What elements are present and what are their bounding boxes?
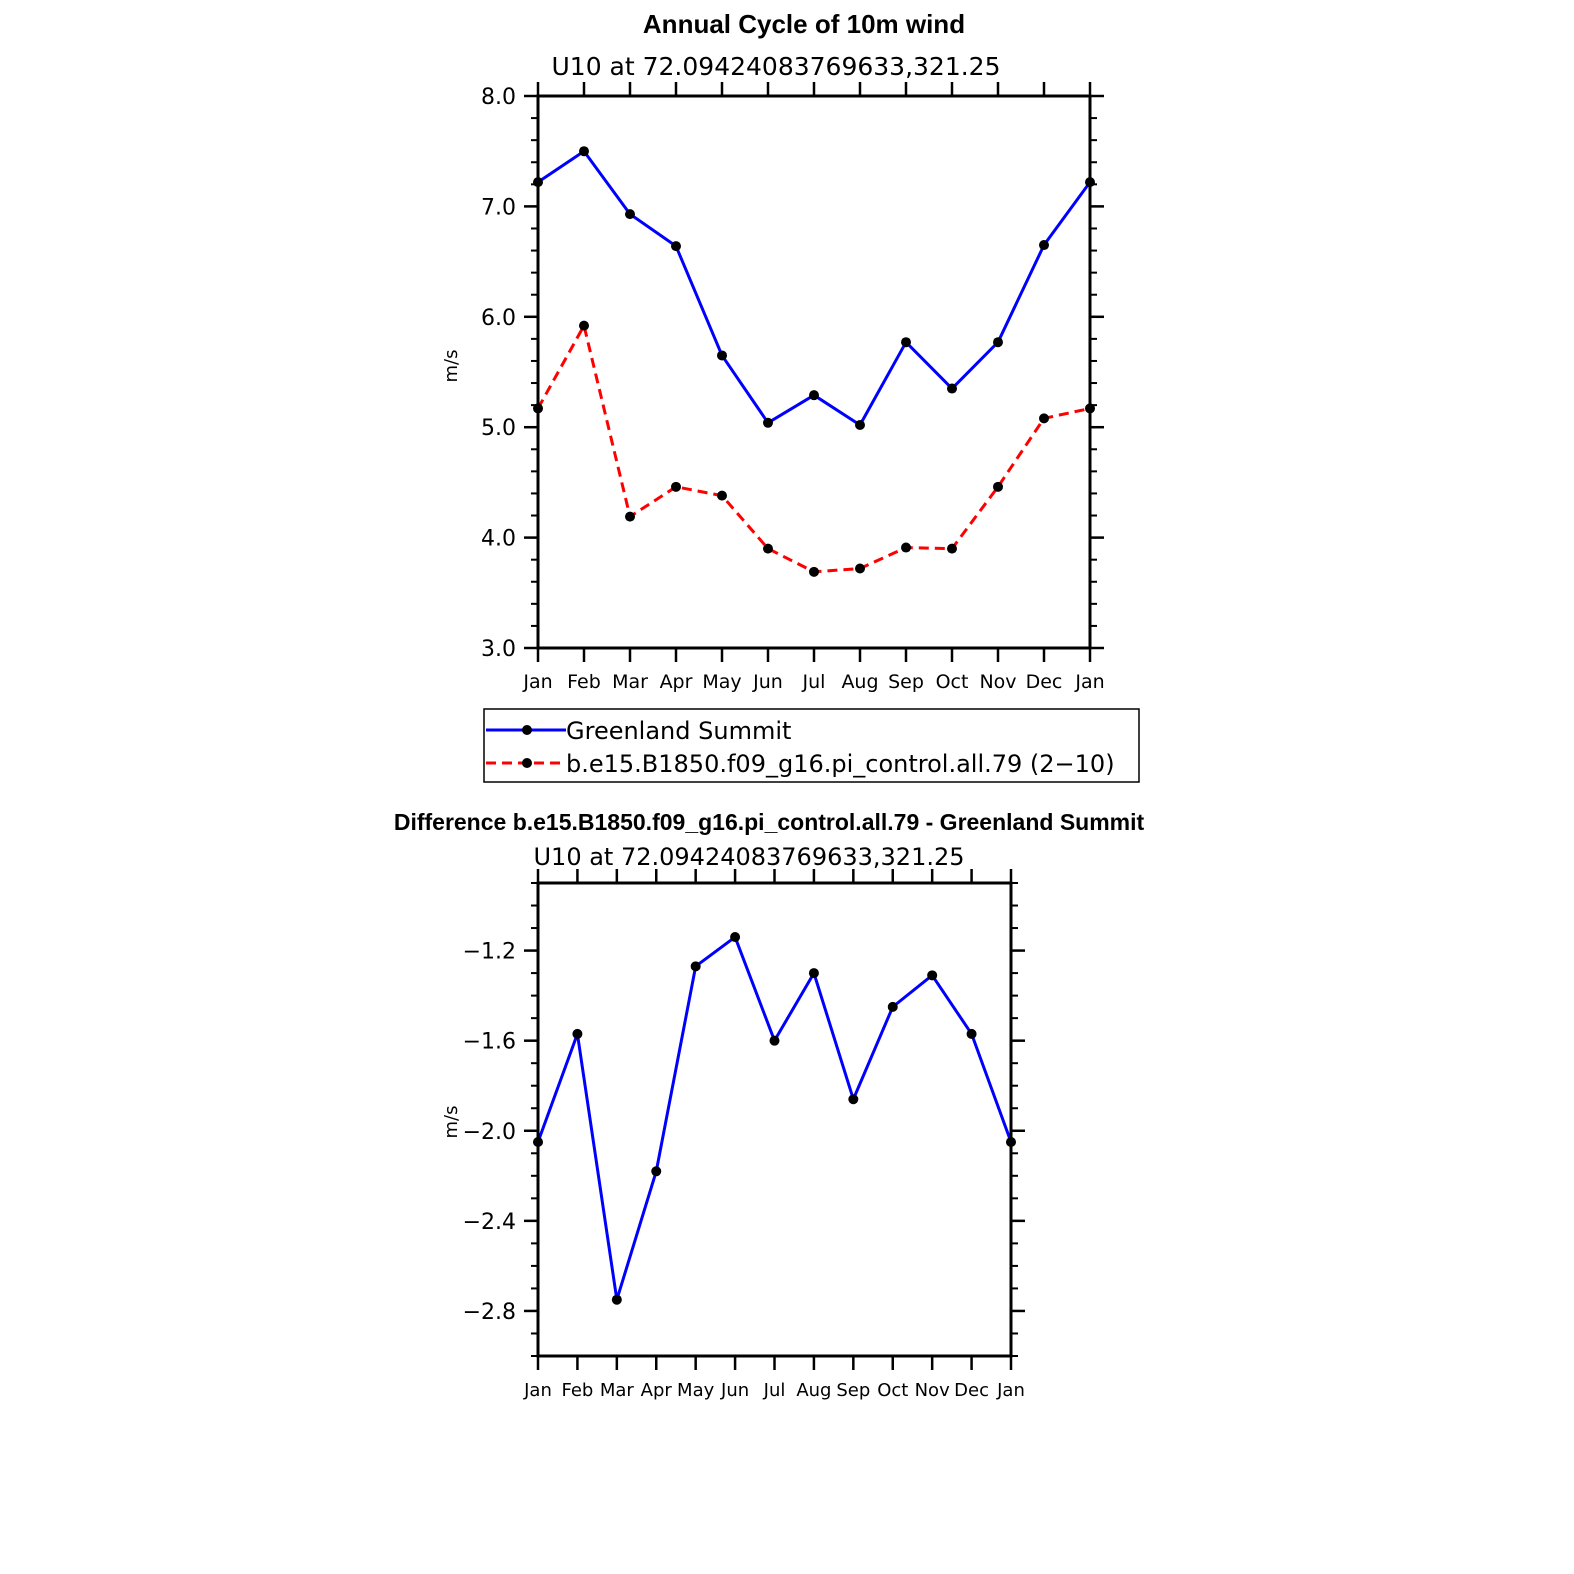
chart-subtitle: U10 at 72.09424083769633,321.25 <box>533 843 964 871</box>
data-point <box>625 209 635 220</box>
data-point <box>769 1035 780 1046</box>
data-point <box>1039 413 1049 424</box>
x-tick-label: Apr <box>660 671 693 693</box>
x-tick-label: Feb <box>561 1380 593 1401</box>
x-tick-label: Sep <box>836 1380 870 1401</box>
legend-marker-greenland <box>522 725 532 735</box>
axis-ticks <box>524 82 1104 662</box>
y-tick-label: 3.0 <box>481 637 516 662</box>
x-tick-label: Nov <box>979 671 1016 693</box>
x-tick-label: Jan <box>996 1380 1025 1401</box>
y-tick-label: 5.0 <box>481 416 516 441</box>
x-tick-label: Aug <box>796 1380 831 1401</box>
data-point <box>848 1094 859 1105</box>
x-tick-label: Mar <box>600 1380 635 1401</box>
data-point <box>947 383 957 394</box>
data-point <box>717 350 727 361</box>
data-point <box>763 417 773 428</box>
legend-marker-model <box>522 758 532 768</box>
data-point <box>901 337 911 348</box>
y-tick-label: 8.0 <box>481 85 516 110</box>
data-point <box>572 1028 583 1039</box>
data-point <box>579 320 589 331</box>
legend-box <box>483 708 1140 783</box>
x-tick-label: May <box>677 1380 715 1401</box>
x-tick-label: Jan <box>522 671 552 693</box>
x-tick-label: Feb <box>567 671 601 693</box>
x-tick-label: Oct <box>877 1380 908 1401</box>
plot-frame <box>536 94 1092 650</box>
x-tick-label: Dec <box>954 1380 989 1401</box>
data-point <box>730 932 741 943</box>
series-line-1 <box>536 324 1091 574</box>
legend-label-model: b.e15.B1850.f09_g16.pi_control.all.79 (2… <box>566 750 1115 778</box>
legend: Greenland Summit b.e15.B1850.f09_g16.pi_… <box>483 708 1140 783</box>
y-tick-labels: −2.8 −2.4 −2.0 −1.6 −1.2 <box>463 940 516 1325</box>
y-tick-labels: 3.0 4.0 5.0 6.0 7.0 8.0 <box>481 85 516 662</box>
axis-ticks <box>524 869 1025 1370</box>
series-layer <box>533 146 1095 577</box>
data-point <box>927 970 938 981</box>
data-point <box>809 390 819 401</box>
y-tick-label: −2.8 <box>463 1300 516 1325</box>
x-tick-label: May <box>702 671 741 693</box>
chart-subtitle: U10 at 72.09424083769633,321.25 <box>552 52 1001 81</box>
x-tick-label: Aug <box>841 671 878 693</box>
x-tick-label: Sep <box>888 671 924 693</box>
y-axis-label: m/s <box>441 1106 462 1139</box>
data-point <box>579 146 589 157</box>
data-point <box>690 961 701 972</box>
y-tick-label: −1.6 <box>463 1030 516 1055</box>
x-tick-label: Dec <box>1026 671 1063 693</box>
y-axis-label: m/s <box>441 350 462 383</box>
data-point <box>625 511 635 522</box>
data-point <box>993 337 1003 348</box>
x-tick-labels: Jan Feb Mar Apr May Jun Jul Aug Sep Oct … <box>522 671 1104 693</box>
data-point <box>671 241 681 252</box>
x-tick-labels: Jan Feb Mar Apr May Jun Jul Aug Sep Oct … <box>523 1380 1025 1401</box>
x-tick-label: Jun <box>720 1380 749 1401</box>
chart-title: Difference b.e15.B1850.f09_g16.pi_contro… <box>394 809 1145 835</box>
data-point <box>611 1294 622 1305</box>
data-point <box>966 1028 977 1039</box>
x-tick-label: Apr <box>641 1380 673 1401</box>
annual-cycle-chart: Annual Cycle of 10m wind U10 at 72.09424… <box>441 9 1105 693</box>
data-point <box>993 481 1003 492</box>
data-point <box>887 1001 898 1012</box>
x-tick-label: Jul <box>802 671 826 693</box>
plot-frame <box>536 881 1013 1358</box>
data-point <box>947 543 957 554</box>
y-tick-label: 6.0 <box>481 306 516 331</box>
chart-title: Annual Cycle of 10m wind <box>643 9 965 39</box>
x-tick-label: Jun <box>752 671 783 693</box>
y-tick-label: −2.0 <box>463 1120 516 1145</box>
data-point <box>809 566 819 577</box>
x-tick-label: Mar <box>612 671 648 693</box>
y-tick-label: 7.0 <box>481 195 516 220</box>
y-tick-label: −1.2 <box>463 940 516 965</box>
series-line-0 <box>536 935 1013 1302</box>
data-point <box>1039 240 1049 251</box>
data-point <box>671 481 681 492</box>
y-tick-label: −2.4 <box>463 1210 516 1235</box>
y-tick-label: 4.0 <box>481 527 516 552</box>
data-point <box>901 542 911 553</box>
data-point <box>855 563 865 574</box>
x-tick-label: Jul <box>763 1380 786 1401</box>
series-line-0 <box>537 149 1092 427</box>
series-layer <box>533 932 1016 1305</box>
data-point <box>717 490 727 501</box>
x-tick-label: Nov <box>915 1380 950 1401</box>
legend-label-greenland: Greenland Summit <box>566 717 791 745</box>
data-point <box>763 543 773 554</box>
x-tick-label: Oct <box>936 671 969 693</box>
x-tick-label: Jan <box>523 1380 552 1401</box>
data-point <box>651 1166 662 1177</box>
data-point <box>808 968 819 979</box>
difference-chart: Difference b.e15.B1850.f09_g16.pi_contro… <box>394 809 1145 1401</box>
x-tick-label: Jan <box>1074 671 1104 693</box>
data-point <box>855 419 865 430</box>
